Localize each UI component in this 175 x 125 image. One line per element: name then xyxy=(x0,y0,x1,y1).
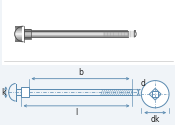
Bar xyxy=(24,31,128,32)
Bar xyxy=(15,35,22,36)
Bar xyxy=(15,37,22,38)
Bar xyxy=(24,30,128,31)
Bar xyxy=(24,31,128,37)
Bar xyxy=(15,38,22,39)
Bar xyxy=(134,33,136,34)
Bar xyxy=(15,41,22,42)
Bar xyxy=(134,31,136,32)
Bar xyxy=(15,32,22,33)
Bar xyxy=(24,33,128,34)
Bar xyxy=(15,27,22,28)
Bar xyxy=(24,34,128,35)
Polygon shape xyxy=(149,88,161,100)
Bar xyxy=(134,32,136,33)
Bar xyxy=(24,29,31,30)
Bar xyxy=(24,31,128,32)
Bar xyxy=(15,26,22,27)
Bar xyxy=(134,32,136,33)
Bar xyxy=(15,36,22,37)
Bar xyxy=(2,0,175,65)
Bar xyxy=(15,31,22,32)
Bar xyxy=(15,29,22,30)
Bar xyxy=(24,32,31,33)
Bar xyxy=(15,40,22,41)
Bar xyxy=(152,91,158,97)
Bar xyxy=(24,38,31,39)
Bar xyxy=(24,30,31,31)
Bar xyxy=(15,34,22,35)
Bar xyxy=(24,35,31,36)
Text: dk: dk xyxy=(150,115,160,124)
Text: k: k xyxy=(1,88,5,97)
Bar xyxy=(24,32,128,33)
Bar xyxy=(15,33,22,34)
Text: b: b xyxy=(78,68,83,77)
Text: l: l xyxy=(75,108,78,117)
Bar xyxy=(21,87,29,97)
Bar xyxy=(15,34,22,35)
Bar xyxy=(134,31,136,32)
Bar xyxy=(24,32,128,33)
Bar xyxy=(15,27,22,28)
Bar xyxy=(24,31,31,32)
Bar xyxy=(134,34,136,35)
Bar xyxy=(24,37,31,38)
Bar xyxy=(24,34,31,35)
Bar xyxy=(134,36,136,37)
Bar xyxy=(24,33,31,34)
Bar xyxy=(15,39,22,40)
Bar xyxy=(134,35,136,36)
Bar xyxy=(134,30,136,31)
Bar xyxy=(15,30,22,31)
Bar xyxy=(24,36,128,37)
Bar xyxy=(24,35,128,36)
Bar xyxy=(24,30,31,31)
Bar xyxy=(24,29,31,39)
Bar xyxy=(24,36,31,37)
Bar xyxy=(15,36,22,37)
Circle shape xyxy=(141,81,169,108)
Text: d: d xyxy=(140,79,145,88)
Bar xyxy=(24,33,31,34)
Bar xyxy=(15,28,22,29)
